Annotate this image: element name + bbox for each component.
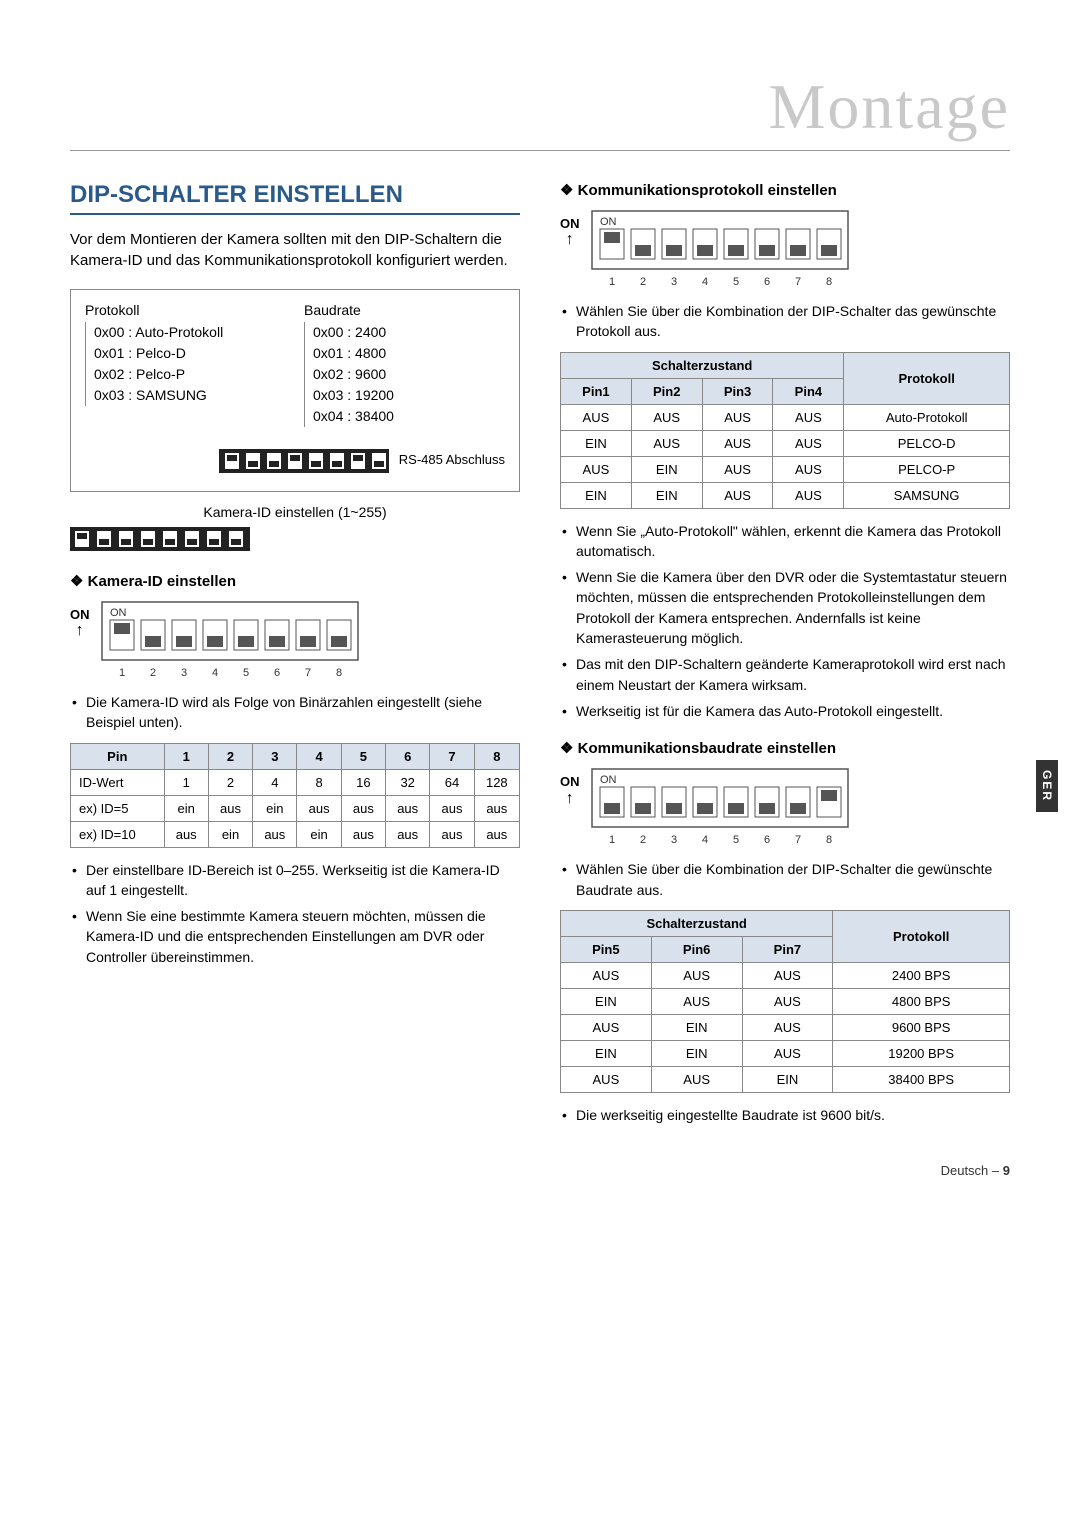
svg-text:1: 1 (608, 276, 614, 287)
left-column: DIP-SCHALTER EINSTELLEN Vor dem Montiere… (70, 181, 520, 1135)
baudrate-item: 0x03 : 19200 (313, 385, 505, 406)
svg-text:ON: ON (110, 607, 127, 619)
protokoll-item: 0x00 : Auto-Protokoll (94, 322, 286, 343)
svg-text:1: 1 (118, 667, 124, 678)
kamera-id-dip-row: ON↑ ON 1 2 3 4 5 6 7 8 (70, 600, 520, 678)
page-footer: Deutsch – 9 (70, 1163, 1010, 1178)
svg-text:2: 2 (149, 667, 155, 678)
kamera-id-heading: Kamera-ID einstellen (70, 572, 520, 590)
baudrate-heading: Kommunikationsbaudrate einstellen (560, 739, 1010, 757)
svg-text:7: 7 (304, 667, 310, 678)
dip-switch-protokoll: ON 1 2 3 4 5 6 7 8 (590, 209, 850, 287)
baudrate-bullet: Die werkseitig eingestellte Baudrate ist… (560, 1105, 1010, 1125)
intro-text: Vor dem Montieren der Kamera sollten mit… (70, 229, 520, 271)
svg-text:8: 8 (825, 276, 831, 287)
kamera-id-bullet: Die Kamera-ID wird als Folge von Binärza… (70, 692, 520, 733)
language-tab: GER (1036, 760, 1058, 812)
baudrate-dip-row: ON↑ ON 1 2 3 4 5 6 7 8 (560, 767, 1010, 845)
protokoll-item: 0x02 : Pelco-P (94, 364, 286, 385)
svg-text:6: 6 (763, 276, 769, 287)
svg-text:4: 4 (211, 667, 217, 678)
svg-text:ON: ON (600, 216, 617, 228)
dip-switch-diagram-top (219, 443, 389, 477)
kamera-id-caption: Kamera-ID einstellen (1~255) (70, 504, 520, 520)
on-label: ON↑ (560, 767, 580, 807)
svg-text:3: 3 (180, 667, 186, 678)
svg-text:5: 5 (732, 276, 738, 287)
right-column: Kommunikationsprotokoll einstellen ON↑ O… (560, 181, 1010, 1135)
svg-text:5: 5 (732, 834, 738, 845)
section-heading: DIP-SCHALTER EINSTELLEN (70, 181, 520, 215)
protokoll-item: 0x03 : SAMSUNG (94, 385, 286, 406)
on-label: ON↑ (560, 209, 580, 249)
baudrate-label: Baudrate (304, 302, 505, 318)
svg-text:5: 5 (242, 667, 248, 678)
page-title: Montage (70, 70, 1010, 144)
svg-text:6: 6 (763, 834, 769, 845)
two-column-layout: DIP-SCHALTER EINSTELLEN Vor dem Montiere… (70, 181, 1010, 1135)
connector-diagram: Protokoll 0x00 : Auto-Protokoll 0x01 : P… (70, 289, 520, 492)
dip-switch-kamera-id: ON 1 2 3 4 5 6 7 8 (100, 600, 360, 678)
protokoll-bullet: Wenn Sie die Kamera über den DVR oder di… (560, 567, 1010, 648)
protokoll-item: 0x01 : Pelco-D (94, 343, 286, 364)
title-rule (70, 150, 1010, 151)
baudrate-item: 0x01 : 4800 (313, 343, 505, 364)
baudrate-item: 0x00 : 2400 (313, 322, 505, 343)
protokoll-table: SchalterzustandProtokollPin1Pin2Pin3Pin4… (560, 352, 1010, 509)
kamera-id-bullet: Wenn Sie eine bestimmte Kamera steuern m… (70, 906, 520, 967)
svg-text:3: 3 (670, 834, 676, 845)
svg-text:7: 7 (794, 276, 800, 287)
protokoll-bullet: Wenn Sie „Auto-Protokoll" wählen, erkenn… (560, 521, 1010, 562)
on-label: ON↑ (70, 600, 90, 640)
svg-text:2: 2 (639, 834, 645, 845)
svg-text:8: 8 (825, 834, 831, 845)
protokoll-bullet: Das mit den DIP-Schaltern geänderte Kame… (560, 654, 1010, 695)
svg-text:4: 4 (701, 276, 707, 287)
dip-switch-baudrate: ON 1 2 3 4 5 6 7 8 (590, 767, 850, 845)
rs485-label: RS-485 Abschluss (395, 452, 505, 469)
protokoll-dip-row: ON↑ ON 1 2 3 4 5 6 7 8 (560, 209, 1010, 287)
svg-text:7: 7 (794, 834, 800, 845)
protokoll-label: Protokoll (85, 302, 286, 318)
protokoll-bullet: Wählen Sie über die Kombination der DIP-… (560, 301, 1010, 342)
baudrate-item: 0x04 : 38400 (313, 406, 505, 427)
svg-text:6: 6 (273, 667, 279, 678)
baudrate-bullet: Wählen Sie über die Kombination der DIP-… (560, 859, 1010, 900)
svg-text:4: 4 (701, 834, 707, 845)
svg-text:8: 8 (335, 667, 341, 678)
protokoll-bullet: Werkseitig ist für die Kamera das Auto-P… (560, 701, 1010, 721)
protokoll-list: 0x00 : Auto-Protokoll 0x01 : Pelco-D 0x0… (85, 322, 286, 406)
svg-text:3: 3 (670, 276, 676, 287)
dip-switch-diagram-id (70, 524, 250, 554)
baudrate-item: 0x02 : 9600 (313, 364, 505, 385)
baudrate-list: 0x00 : 2400 0x01 : 4800 0x02 : 9600 0x03… (304, 322, 505, 427)
protokoll-heading: Kommunikationsprotokoll einstellen (560, 181, 1010, 199)
svg-text:2: 2 (639, 276, 645, 287)
baudrate-table: SchalterzustandProtokollPin5Pin6Pin7AUSA… (560, 910, 1010, 1093)
svg-text:ON: ON (600, 774, 617, 786)
kamera-id-table: Pin12345678ID-Wert1248163264128ex) ID=5e… (70, 743, 520, 848)
svg-text:1: 1 (608, 834, 614, 845)
kamera-id-bullet: Der einstellbare ID-Bereich ist 0–255. W… (70, 860, 520, 901)
